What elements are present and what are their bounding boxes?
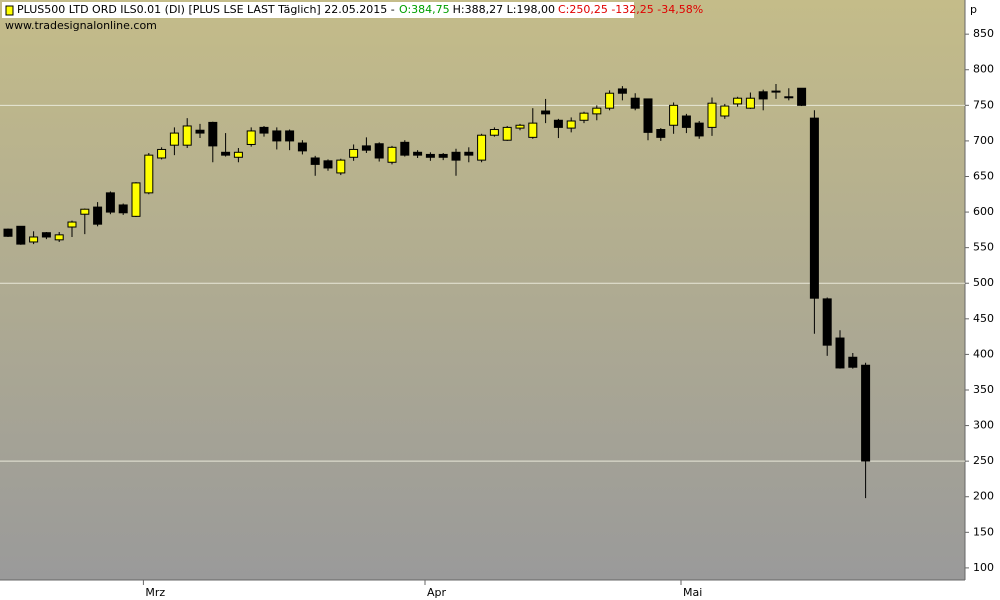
- y-tick-label: 650: [973, 169, 994, 182]
- y-tick-label: 300: [973, 419, 994, 432]
- candle-body: [195, 129, 205, 134]
- candle-body: [54, 234, 64, 241]
- candle-body: [848, 356, 858, 368]
- candle-body: [272, 130, 282, 142]
- y-tick-label: 200: [973, 490, 994, 503]
- candle-body: [451, 151, 461, 161]
- y-tick-label: 100: [973, 561, 994, 574]
- y-tick-label: 350: [973, 383, 994, 396]
- candle-body: [285, 130, 295, 142]
- y-tick-label: 600: [973, 205, 994, 218]
- candle-body: [182, 125, 192, 146]
- candle-body: [784, 96, 794, 99]
- candle-body: [502, 126, 512, 141]
- y-tick-label: 450: [973, 312, 994, 325]
- candle-body: [387, 146, 397, 163]
- candle-body: [400, 141, 410, 156]
- header-icon: [5, 5, 14, 16]
- y-tick-label: 700: [973, 134, 994, 147]
- candle-body: [553, 119, 563, 128]
- candle-body: [771, 90, 781, 93]
- candle-body: [809, 117, 819, 299]
- y-tick-label: 750: [973, 98, 994, 111]
- candle-body: [67, 221, 77, 228]
- candle-body: [105, 192, 115, 213]
- header-part: H:388,27 L:198,00: [453, 3, 555, 16]
- x-tick-label: Apr: [427, 586, 447, 599]
- candle-body: [707, 102, 717, 128]
- x-tick-label: Mai: [683, 586, 702, 599]
- candle-body: [16, 225, 26, 245]
- candle-body: [374, 143, 384, 159]
- candle-body: [617, 88, 627, 94]
- candle-body: [93, 206, 103, 225]
- candle-body: [681, 115, 691, 128]
- candle-body: [822, 298, 832, 346]
- y-unit: p: [970, 3, 977, 16]
- header-part: O:384,75: [399, 3, 450, 16]
- candle-body: [489, 129, 499, 136]
- candle-body: [694, 122, 704, 137]
- candle-body: [144, 154, 154, 194]
- y-tick-label: 850: [973, 27, 994, 40]
- candle-body: [438, 153, 448, 158]
- header-part: C:250,25 -132,25 -34,58%: [558, 3, 703, 16]
- candle-body: [541, 110, 551, 115]
- candle-body: [643, 98, 653, 133]
- candle-body: [349, 148, 359, 158]
- x-tick-label: Mrz: [145, 586, 165, 599]
- candle-body: [80, 208, 90, 215]
- candle-body: [528, 122, 538, 138]
- subtitle: www.tradesignalonline.com: [5, 19, 157, 32]
- candle-body: [208, 121, 218, 147]
- candle-body: [464, 151, 474, 156]
- candle-body: [425, 153, 435, 158]
- candle-body: [221, 151, 231, 156]
- candle-body: [259, 126, 269, 134]
- candle-body: [169, 132, 179, 146]
- y-tick-label: 800: [973, 63, 994, 76]
- candle-body: [515, 124, 525, 129]
- candle-body: [477, 134, 487, 161]
- candle-body: [323, 160, 333, 169]
- candle-body: [758, 91, 768, 100]
- candle-body: [246, 130, 256, 145]
- candle-body: [233, 151, 243, 158]
- candle-body: [835, 337, 845, 369]
- header: PLUS500 LTD ORD ILS0.01 (DI) [PLUS LSE L…: [17, 3, 703, 16]
- plot-background: [0, 0, 965, 580]
- y-tick-label: 250: [973, 454, 994, 467]
- candle-body: [361, 145, 371, 151]
- candle-body: [118, 204, 128, 214]
- header-box: [2, 2, 634, 18]
- candle-body: [861, 364, 871, 462]
- candle-body: [669, 104, 679, 126]
- candle-body: [797, 87, 807, 106]
- candle-body: [131, 182, 141, 217]
- candle-body: [579, 112, 589, 121]
- candle-body: [745, 97, 755, 109]
- y-tick-label: 500: [973, 276, 994, 289]
- candle-body: [720, 105, 730, 117]
- y-tick-label: 550: [973, 241, 994, 254]
- y-tick-label: 400: [973, 347, 994, 360]
- candle-body: [630, 97, 640, 109]
- candle-body: [605, 92, 615, 109]
- candle-body: [297, 142, 307, 152]
- candle-body: [566, 120, 576, 129]
- candle-body: [29, 236, 39, 243]
- candle-body: [413, 151, 423, 156]
- candle-body: [733, 97, 743, 105]
- y-tick-label: 150: [973, 525, 994, 538]
- candle-body: [41, 232, 51, 238]
- header-part: PLUS500 LTD ORD ILS0.01 (DI) [PLUS LSE L…: [17, 3, 395, 16]
- candle-body: [3, 228, 13, 237]
- candle-body: [592, 107, 602, 115]
- candle-body: [656, 129, 666, 138]
- candle-body: [336, 159, 346, 174]
- candle-body: [310, 157, 320, 165]
- candle-body: [157, 148, 167, 159]
